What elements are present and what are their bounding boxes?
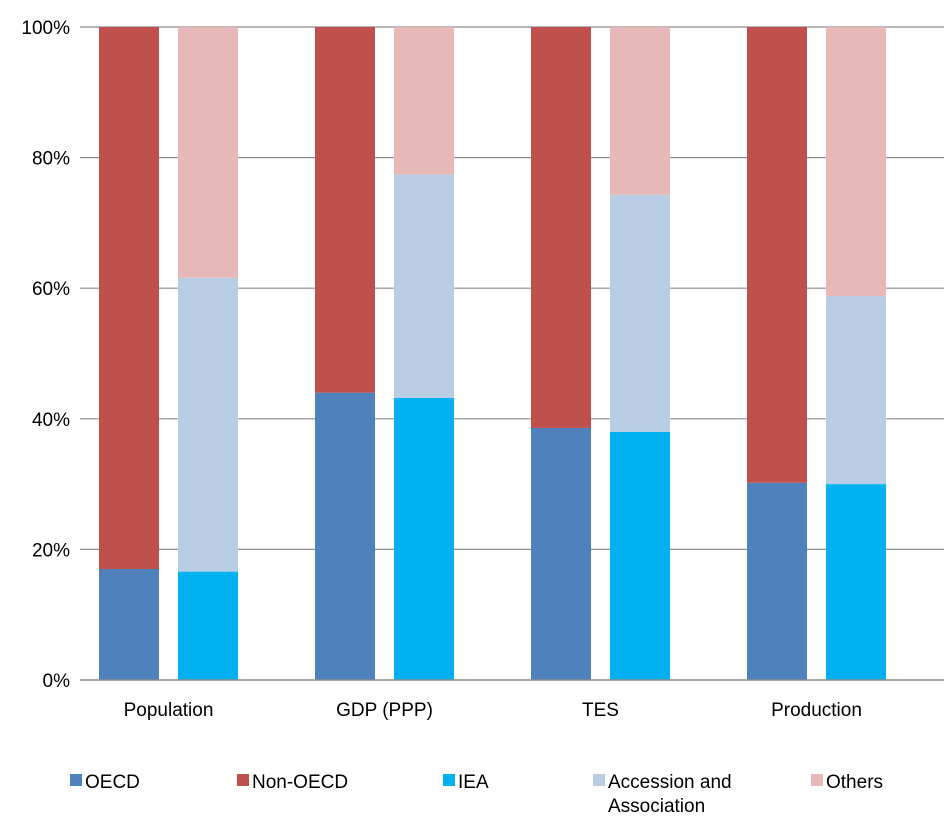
bar-oecd <box>531 427 591 680</box>
x-category-label: TES <box>582 700 619 721</box>
y-tick-label: 20% <box>32 540 70 561</box>
bar-oecd <box>99 568 159 680</box>
bar-non-oecd <box>531 27 591 428</box>
bar-non-oecd <box>99 27 159 569</box>
bar-others <box>826 27 886 297</box>
bar-non-oecd <box>315 27 375 393</box>
legend-label: IEA <box>458 772 489 793</box>
legend-swatch <box>811 774 823 786</box>
legend-label: Non-OECD <box>252 772 348 793</box>
bar-oecd <box>315 392 375 680</box>
legend-label: Accession and <box>608 772 732 793</box>
legend-swatch <box>593 774 605 786</box>
legend: OECD Non-OECD IEA Accession and Association O… <box>70 772 883 817</box>
x-category-label: Population <box>124 700 214 721</box>
y-tick-label: 100% <box>21 18 70 39</box>
bar-oecd <box>747 482 807 680</box>
bar-iea <box>610 431 670 680</box>
y-tick-label: 60% <box>32 279 70 300</box>
legend-label: Others <box>826 772 883 793</box>
bar-accession-and-association <box>826 296 886 485</box>
bar-accession-and-association <box>178 277 238 572</box>
legend-swatch <box>237 774 249 786</box>
bar-others <box>178 27 238 278</box>
bar-accession-and-association <box>610 194 670 432</box>
bar-non-oecd <box>747 27 807 483</box>
bar-accession-and-association <box>394 174 454 398</box>
y-tick-label: 40% <box>32 410 70 431</box>
legend-label: OECD <box>85 772 140 793</box>
bars <box>99 27 886 680</box>
x-category-label: GDP (PPP) <box>336 700 433 721</box>
bar-others <box>394 27 454 175</box>
legend-swatch <box>70 774 82 786</box>
x-category-label: Production <box>771 700 862 721</box>
bar-iea <box>826 484 886 680</box>
legend-swatch <box>443 774 455 786</box>
x-axis-labels: Population GDP (PPP) TES Production <box>124 700 862 721</box>
bar-others <box>610 27 670 195</box>
bar-iea <box>178 571 238 680</box>
y-axis-ticks: 0% 20% 40% 60% 80% 100% <box>21 18 70 692</box>
y-tick-label: 80% <box>32 149 70 170</box>
y-tick-label: 0% <box>43 671 71 692</box>
legend-label: Association <box>608 796 705 817</box>
bar-iea <box>394 397 454 680</box>
